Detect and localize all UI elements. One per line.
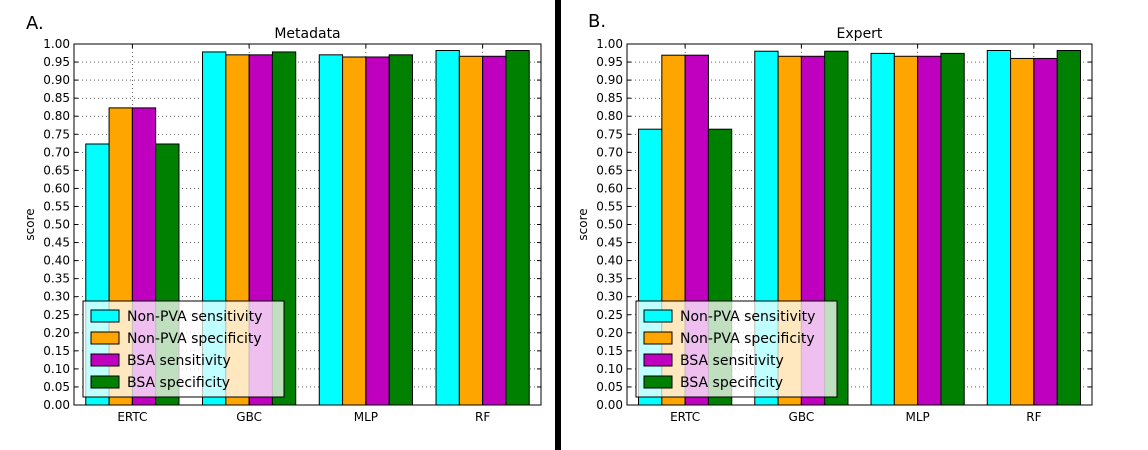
- y-tick-label: 0.10: [596, 362, 623, 376]
- y-tick-label: 0.60: [43, 181, 70, 195]
- bar-rf-series-1: [1010, 57, 1035, 406]
- x-tick-label: ERTC: [670, 410, 700, 424]
- y-tick-label: 0.95: [43, 55, 70, 69]
- x-tick-label: GBC: [789, 410, 815, 424]
- y-tick-label: 0.85: [596, 91, 623, 105]
- legend-label: Non-PVA sensitivity: [680, 309, 815, 325]
- y-tick-label: 0.50: [43, 218, 70, 232]
- legend-label: Non-PVA specificity: [680, 331, 815, 347]
- y-tick-label: 0.20: [43, 326, 70, 340]
- y-tick-label: 0.10: [43, 362, 70, 376]
- y-tick-label: 0.80: [43, 109, 70, 123]
- y-tick-label: 0.65: [43, 163, 70, 177]
- bar-rf-series-0: [986, 49, 1012, 406]
- bar-rf-series-0: [435, 49, 460, 406]
- legend-label: BSA specificity: [127, 375, 230, 391]
- legend: Non-PVA sensitivity Non-PVA specificity BS…: [82, 300, 285, 398]
- legend-swatch: [643, 309, 673, 323]
- y-tick-label: 0.80: [596, 109, 623, 123]
- bar-rf-series-3: [1056, 49, 1081, 406]
- y-tick-label: 0.75: [43, 127, 70, 141]
- chart-title: Expert: [837, 26, 883, 42]
- bar-rf-series-1: [458, 55, 484, 406]
- y-tick-label: 0.30: [43, 290, 70, 304]
- x-tick-label: MLP: [905, 410, 929, 424]
- y-tick-label: 0.25: [596, 308, 623, 322]
- legend-swatch: [90, 309, 120, 323]
- legend-label: Non-PVA sensitivity: [127, 309, 262, 325]
- y-tick-label: 1.00: [43, 37, 70, 51]
- y-tick-label: 0.40: [43, 254, 70, 268]
- y-tick-label: 0.30: [596, 290, 623, 304]
- legend-label: BSA sensitivity: [127, 353, 231, 369]
- y-tick-label: 0.35: [43, 272, 70, 286]
- y-tick-label: 0.40: [596, 254, 623, 268]
- bar-rf-series-3: [505, 49, 530, 406]
- legend-swatch: [643, 353, 673, 367]
- bar-mlp-series-0: [870, 52, 895, 406]
- chart-panel-a: A. Metadata score 0.00 0.05 0.10 0.15 0.20 0.25 0…: [23, 13, 542, 424]
- y-tick-label: 0.55: [596, 199, 623, 213]
- bar-mlp-series-2: [917, 55, 942, 406]
- y-tick-label: 0.15: [43, 344, 70, 358]
- bar-mlp-series-2: [365, 56, 390, 406]
- legend: Non-PVA sensitivity Non-PVA specificity BS…: [635, 300, 838, 398]
- y-tick-label: 0.25: [43, 308, 70, 322]
- y-tick-label: 0.45: [596, 236, 623, 250]
- y-tick-label: 0.90: [43, 73, 70, 87]
- legend-label: BSA specificity: [680, 375, 783, 391]
- bar-mlp-series-1: [893, 55, 919, 406]
- y-tick-label: 0.75: [596, 127, 623, 141]
- bar-mlp-series-3: [388, 54, 413, 406]
- y-tick-label: 0.05: [596, 380, 623, 394]
- y-tick-label: 0.70: [43, 145, 70, 159]
- y-tick-label: 0.00: [43, 398, 70, 412]
- y-tick-label: 0.35: [596, 272, 623, 286]
- x-tick-label: RF: [1026, 410, 1041, 424]
- bar-rf-series-2: [482, 55, 507, 406]
- legend-swatch: [90, 375, 120, 389]
- chart-panel-b: B. Expert score 0.00 0.05 0.10 0.15 0.20 0.25 0.3…: [576, 11, 1093, 424]
- y-tick-label: 0.45: [43, 236, 70, 250]
- y-axis-label: score: [576, 208, 590, 240]
- y-tick-label: 0.65: [596, 163, 623, 177]
- legend-swatch: [643, 375, 673, 389]
- y-tick-label: 0.90: [596, 73, 623, 87]
- plot-frame: [626, 43, 1093, 406]
- legend-swatch: [90, 331, 120, 345]
- bar-mlp-series-1: [342, 56, 367, 406]
- bar-mlp-series-0: [318, 54, 344, 406]
- y-tick-label: 0.60: [596, 181, 623, 195]
- panel-divider: [555, 0, 561, 450]
- y-tick-label: 0.70: [596, 145, 623, 159]
- chart-title: Metadata: [274, 26, 340, 42]
- y-axis-label: score: [23, 208, 37, 240]
- bar-rf-series-2: [1033, 57, 1058, 406]
- panel-label: A.: [26, 13, 44, 34]
- bar-mlp-series-3: [940, 52, 965, 406]
- y-tick-label: 0.20: [596, 326, 623, 340]
- panel-label: B.: [588, 11, 606, 32]
- x-tick-label: MLP: [354, 410, 378, 424]
- y-tick-label: 0.85: [43, 91, 70, 105]
- y-tick-label: 0.05: [43, 380, 70, 394]
- x-tick-label: GBC: [236, 410, 262, 424]
- x-tick-label: RF: [475, 410, 490, 424]
- y-tick-label: 0.15: [596, 344, 623, 358]
- legend-swatch: [90, 353, 120, 367]
- y-tick-label: 0.50: [596, 218, 623, 232]
- legend-label: Non-PVA specificity: [127, 331, 262, 347]
- legend-label: BSA sensitivity: [680, 353, 784, 369]
- y-tick-label: 1.00: [596, 37, 623, 51]
- x-tick-label: ERTC: [117, 410, 147, 424]
- y-tick-label: 0.95: [596, 55, 623, 69]
- y-tick-label: 0.55: [43, 199, 70, 213]
- y-tick-label: 0.00: [596, 398, 623, 412]
- legend-swatch: [643, 331, 673, 345]
- plot-frame: [73, 43, 542, 406]
